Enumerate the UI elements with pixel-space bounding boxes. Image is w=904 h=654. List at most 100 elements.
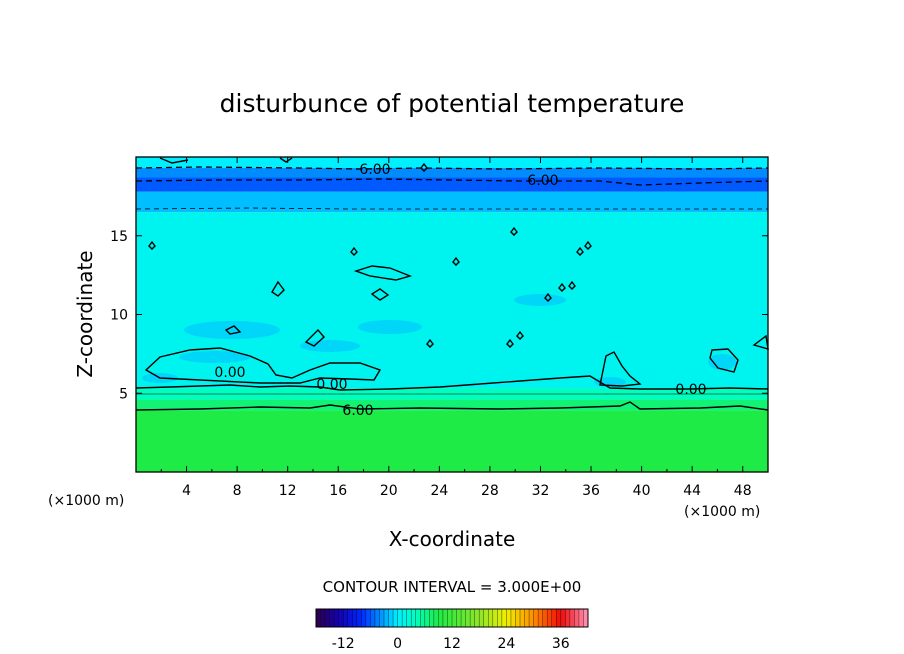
colorbar-cell <box>524 609 530 627</box>
x-tick-label-12: 12 <box>279 483 297 499</box>
colorbar-ticks: -12 0 12 24 36 <box>332 636 570 652</box>
contour-0-cell-5 <box>370 288 390 301</box>
contour-label-top-1: 6.00 <box>359 162 390 178</box>
colorbar-cell <box>384 609 389 627</box>
colorbar-cell <box>379 609 385 627</box>
colorbar-cell <box>547 609 553 627</box>
contour-neg-upper <box>135 207 768 210</box>
colorbar-cell <box>483 609 489 627</box>
colorbar-cell <box>515 609 521 627</box>
colorbar: -12 0 12 24 36 <box>315 608 589 652</box>
colorbar-cell <box>361 609 367 627</box>
contour-speck-2 <box>516 330 524 340</box>
colorbar-cell <box>411 609 417 627</box>
contour-top-fragments <box>159 157 293 164</box>
contour-lines <box>135 157 769 411</box>
colorbar-cell <box>415 609 421 627</box>
colorbar-cell <box>347 609 353 627</box>
field-bands <box>136 157 768 472</box>
colorbar-cell <box>578 609 584 627</box>
colorbar-cell <box>492 609 498 627</box>
colorbar-cell <box>365 609 371 627</box>
plot-area: 6.00 6.00 0.00 0.00 0.00 6.00 4 8 12 16 20 24… <box>110 156 769 499</box>
colorbar-cell <box>560 609 566 627</box>
colorbar-cell <box>370 609 376 627</box>
contour-label-zero-2: 0.00 <box>316 377 347 393</box>
contour-6-lower <box>135 401 769 411</box>
colorbar-cell <box>497 609 503 627</box>
contour-0-cell-2 <box>599 351 642 387</box>
anomaly-1 <box>358 320 422 334</box>
colorbar-cell <box>402 609 407 627</box>
contour-0-cell-8 <box>752 334 769 350</box>
colorbar-cell <box>574 609 580 627</box>
y-axis: 5 10 15 <box>110 229 768 402</box>
colorbar-cell <box>538 609 543 627</box>
colorbar-cell <box>501 609 507 627</box>
colorbar-cell <box>320 609 326 627</box>
colorbar-cell <box>542 609 548 627</box>
y-tick-label-15: 15 <box>110 229 128 245</box>
colorbar-cell <box>474 609 480 627</box>
colorbar-cell <box>343 609 349 627</box>
contour-0-cell-3 <box>709 348 739 373</box>
y-tick-label-10: 10 <box>110 308 128 324</box>
x-unit-right: (×1000 m) <box>684 504 760 520</box>
colorbar-tick-label-36: 36 <box>552 636 570 652</box>
contour-neg-top <box>135 166 769 170</box>
colorbar-cell <box>506 609 512 627</box>
contour-0-cell-6 <box>304 328 325 347</box>
contour-speck-7 <box>576 246 584 256</box>
colorbar-cell <box>352 609 358 627</box>
colorbar-cell <box>424 609 430 627</box>
anomaly-2 <box>179 351 251 363</box>
x-tick-label-8: 8 <box>233 483 242 499</box>
colorbar-cell <box>338 609 344 627</box>
band-4 <box>136 191 768 213</box>
contour-labels: 6.00 6.00 0.00 0.00 0.00 6.00 <box>214 162 706 419</box>
colorbar-cell <box>325 609 330 627</box>
colorbar-cell <box>569 609 575 627</box>
band-1 <box>136 399 768 411</box>
colorbar-cell <box>397 609 403 627</box>
anomaly-0 <box>184 321 280 339</box>
colorbar-cell <box>438 609 444 627</box>
x-tick-label-48: 48 <box>734 483 752 499</box>
x-tick-label-32: 32 <box>532 483 550 499</box>
x-tick-label-28: 28 <box>481 483 499 499</box>
contour-speck-3 <box>544 292 552 302</box>
colorbar-tick-label--12: -12 <box>332 636 355 652</box>
colorbar-cell <box>510 609 516 627</box>
contour-0-cell-1 <box>144 347 382 384</box>
contour-speck-12 <box>452 256 460 266</box>
x-tick-label-44: 44 <box>683 483 701 499</box>
contour-0-cell-4 <box>353 265 413 281</box>
colorbar-tick-label-12: 12 <box>443 636 461 652</box>
band-5 <box>136 177 768 192</box>
contour-speck-8 <box>510 226 518 236</box>
contour-label-top-2: 6.00 <box>527 173 558 189</box>
contour-speck-6 <box>584 240 592 250</box>
colorbar-cell <box>520 609 525 627</box>
x-tick-label-16: 16 <box>329 483 347 499</box>
x-tick-label-4: 4 <box>182 483 191 499</box>
colorbar-cell <box>556 609 562 627</box>
colorbar-cell <box>433 609 439 627</box>
contour-label-zero-3: 0.00 <box>675 382 706 398</box>
x-axis: 4 8 12 16 20 24 28 32 36 40 44 48 <box>160 157 752 499</box>
y-tick-label-5: 5 <box>119 386 128 402</box>
colorbar-cell <box>429 609 435 627</box>
contour-speck-4 <box>558 282 566 292</box>
colorbar-cell <box>565 609 571 627</box>
x-axis-label: X-coordinate <box>389 527 516 551</box>
colorbar-cell <box>551 609 557 627</box>
band-6 <box>136 168 768 178</box>
contour-0-cell-9 <box>271 280 285 297</box>
colorbar-cell <box>456 609 462 627</box>
colorbar-cell <box>583 609 589 627</box>
colorbar-cell <box>334 609 339 627</box>
colorbar-cell <box>356 609 362 627</box>
contour-interval: CONTOUR INTERVAL = 3.000E+00 <box>323 578 582 596</box>
colorbar-cell <box>479 609 485 627</box>
